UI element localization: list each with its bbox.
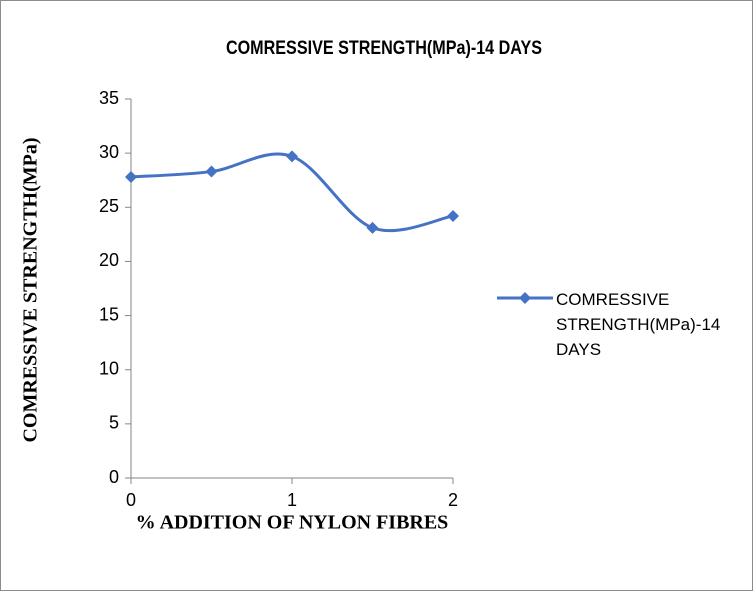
legend-marker — [519, 292, 531, 304]
marker — [125, 170, 137, 183]
marker — [286, 150, 298, 163]
legend-label: COMRESSIVE STRENGTH(MPa)-14 DAYS — [556, 290, 721, 359]
y-tick-label: 20 — [99, 250, 119, 270]
x-tick-label: 1 — [287, 490, 297, 510]
y-tick-label: 10 — [99, 358, 119, 378]
x-tick-label: 2 — [448, 490, 458, 510]
marker — [205, 165, 218, 178]
chart-title: COMRESSIVE STRENGTH(MPa)-14 DAYS — [226, 37, 542, 59]
y-axis-label: COMRESSIVE STRENGTH(MPa) — [20, 137, 42, 442]
y-tick-label: 35 — [99, 88, 119, 108]
y-tick-label: 0 — [109, 467, 119, 487]
x-axis-label: % ADDITION OF NYLON FIBRES — [136, 512, 449, 534]
marker — [447, 209, 459, 222]
y-tick-label: 30 — [99, 142, 119, 162]
y-tick-label: 15 — [99, 304, 119, 324]
marker — [366, 221, 379, 234]
y-tick-label: 5 — [109, 413, 119, 433]
x-tick-label: 0 — [126, 490, 136, 510]
y-tick-label: 25 — [99, 196, 119, 216]
